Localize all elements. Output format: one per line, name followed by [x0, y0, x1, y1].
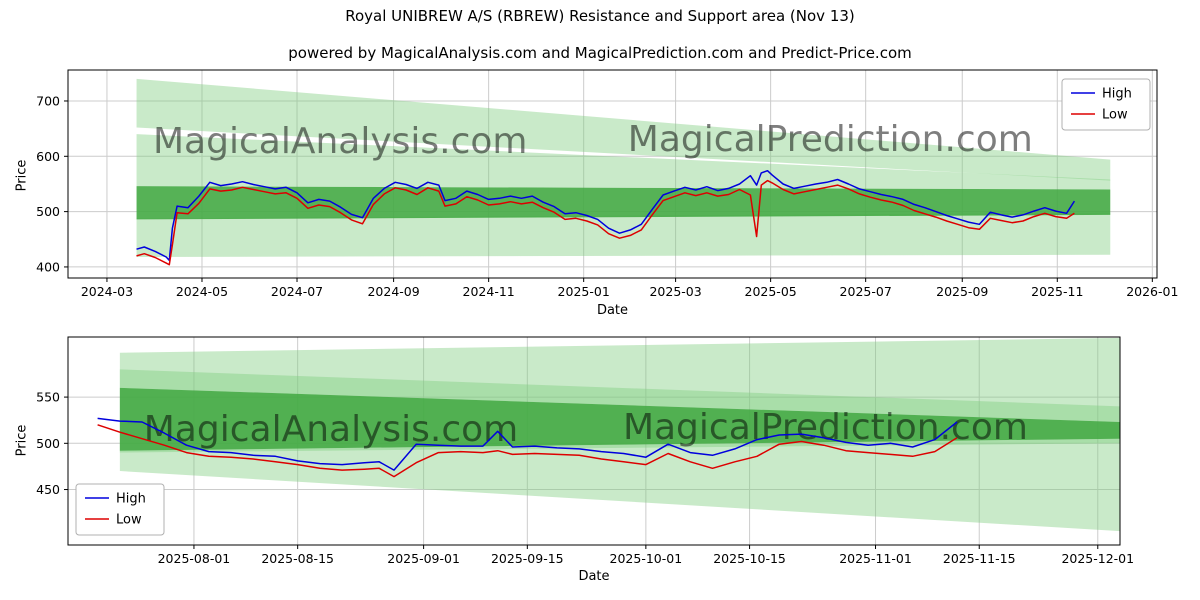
detail-chart-xlabel: Date: [578, 569, 610, 584]
legend-label-low: Low: [116, 513, 142, 528]
plot-area: [68, 70, 1157, 278]
x-tick-label: 2025-11-01: [839, 551, 912, 566]
x-tick-label: 2025-12-01: [1061, 551, 1134, 566]
x-tick-label: 2025-01: [558, 284, 610, 299]
main-chart-ylabel: Price: [14, 159, 30, 192]
chart-subtitle: powered by MagicalAnalysis.com and Magic…: [288, 44, 912, 62]
x-tick-label: 2025-08-01: [158, 551, 231, 566]
x-tick-label: 2024-09: [367, 284, 419, 299]
y-tick-label: 500: [36, 204, 60, 219]
detail-chart: MagicalAnalysis.com MagicalPrediction.com…: [36, 336, 1134, 566]
x-tick-label: 2025-05: [745, 284, 797, 299]
band-light: [136, 212, 1111, 257]
y-tick-label: 600: [36, 149, 60, 164]
x-tick-label: 2024-05: [176, 284, 228, 299]
x-tick-label: 2025-10-01: [610, 551, 683, 566]
y-tick-label: 400: [36, 259, 60, 274]
x-tick-label: 2025-11-15: [943, 551, 1016, 566]
watermark: MagicalAnalysis.com: [153, 121, 527, 162]
x-tick-label: 2025-08-15: [261, 551, 334, 566]
x-tick-label: 2025-10-15: [713, 551, 786, 566]
band-dark: [136, 186, 1111, 220]
legend-box: [1061, 78, 1151, 131]
x-tick-label: 2025-09-15: [491, 551, 564, 566]
watermark: MagicalPrediction.com: [628, 119, 1033, 160]
legend-label-high: High: [116, 492, 146, 507]
band-light: [136, 78, 1111, 181]
x-tick-label: 2024-07: [271, 284, 323, 299]
legend-label-low: Low: [1102, 108, 1128, 123]
x-tick-label: 2025-09-01: [387, 551, 460, 566]
watermark: MagicalPrediction.com: [623, 407, 1028, 448]
legend-label-high: High: [1102, 87, 1132, 102]
main-chart: MagicalAnalysis.com MagicalPrediction.com…: [36, 69, 1178, 299]
resistance-support-bands: [119, 337, 1120, 532]
x-tick-label: 2025-03: [649, 284, 701, 299]
x-tick-label: 2025-11: [1031, 284, 1083, 299]
plot-frame: [67, 69, 1158, 279]
watermark: MagicalAnalysis.com: [144, 409, 518, 450]
x-tick-label: 2024-11: [463, 284, 515, 299]
y-tick-label: 550: [36, 390, 60, 405]
legend-box: [75, 483, 165, 536]
high-line: [136, 169, 1076, 262]
band-light: [136, 134, 1111, 190]
band-dark: [119, 387, 1120, 451]
y-tick-label: 700: [36, 93, 60, 108]
x-tick-label: 2025-09: [936, 284, 988, 299]
low-line: [97, 424, 958, 478]
x-tick-label: 2024-03: [81, 284, 133, 299]
low-line: [136, 179, 1075, 266]
y-tick-label: 450: [36, 482, 60, 497]
x-tick-label: 2025-07: [840, 284, 892, 299]
detail-chart-ylabel: Price: [14, 424, 30, 457]
plot-frame: [67, 336, 1121, 546]
resistance-support-bands: [136, 78, 1111, 257]
main-chart-xlabel: Date: [596, 303, 629, 318]
band-light: [119, 337, 1120, 423]
chart-title: Royal UNIBREW A/S (RBREW) Resistance and…: [345, 7, 855, 25]
y-tick-label: 500: [36, 436, 60, 451]
x-tick-label: 2026-01: [1126, 284, 1178, 299]
high-line: [97, 417, 958, 471]
